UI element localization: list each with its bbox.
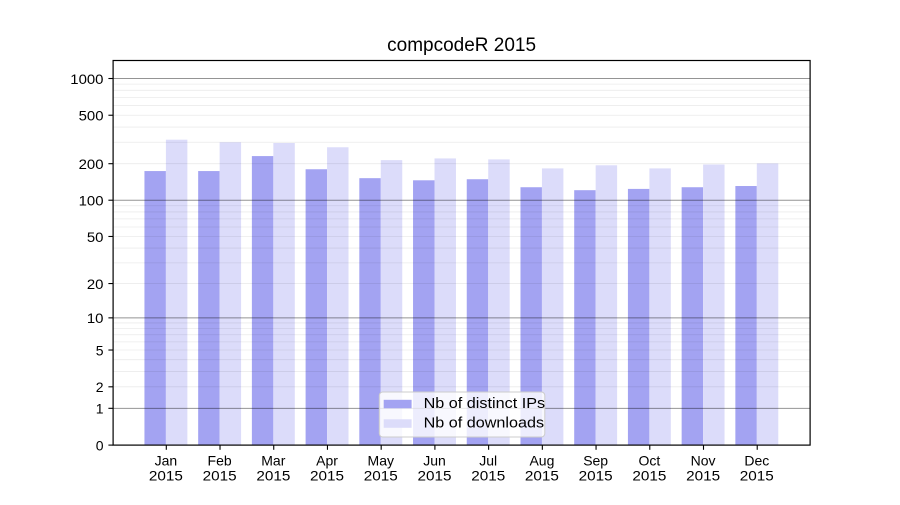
svg-text:Jun: Jun	[423, 453, 446, 469]
svg-text:2015: 2015	[310, 468, 344, 484]
svg-text:Oct: Oct	[638, 453, 660, 469]
svg-text:1000: 1000	[70, 71, 103, 87]
svg-text:2015: 2015	[418, 468, 452, 484]
svg-text:Nb of distinct IPs: Nb of distinct IPs	[424, 396, 545, 412]
svg-text:Aug: Aug	[529, 453, 554, 469]
svg-text:Jul: Jul	[479, 453, 497, 469]
svg-text:Mar: Mar	[261, 453, 285, 469]
svg-text:Dec: Dec	[744, 453, 769, 469]
svg-text:50: 50	[87, 229, 104, 245]
svg-text:Feb: Feb	[208, 453, 232, 469]
svg-text:2015: 2015	[632, 468, 666, 484]
svg-text:2015: 2015	[149, 468, 183, 484]
svg-text:2015: 2015	[740, 468, 774, 484]
svg-text:Jan: Jan	[155, 453, 178, 469]
svg-text:Nov: Nov	[691, 453, 716, 469]
svg-text:2015: 2015	[471, 468, 505, 484]
svg-text:0: 0	[96, 437, 104, 453]
svg-text:1: 1	[96, 401, 104, 417]
svg-text:2015: 2015	[686, 468, 720, 484]
svg-text:2015: 2015	[203, 468, 237, 484]
svg-text:5: 5	[96, 342, 104, 358]
svg-text:Sep: Sep	[583, 453, 608, 469]
svg-text:10: 10	[87, 310, 104, 326]
svg-text:500: 500	[79, 108, 104, 124]
svg-text:Apr: Apr	[316, 453, 338, 469]
svg-text:20: 20	[87, 276, 104, 292]
svg-text:2: 2	[96, 379, 104, 395]
svg-text:Nb of downloads: Nb of downloads	[424, 416, 544, 432]
svg-text:2015: 2015	[579, 468, 613, 484]
svg-text:May: May	[368, 453, 394, 469]
svg-text:100: 100	[79, 193, 104, 209]
svg-text:2015: 2015	[525, 468, 559, 484]
svg-text:2015: 2015	[256, 468, 290, 484]
svg-text:2015: 2015	[364, 468, 398, 484]
svg-text:compcodeR 2015: compcodeR 2015	[387, 35, 536, 56]
svg-text:200: 200	[79, 156, 104, 172]
